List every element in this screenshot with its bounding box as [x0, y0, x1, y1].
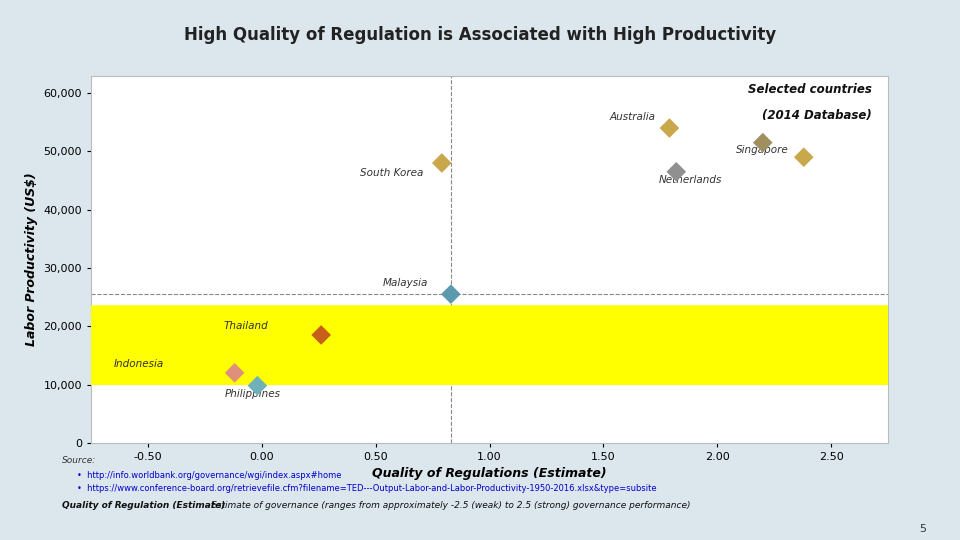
Point: [444, 290, 459, 299]
Text: Singapore: Singapore: [736, 145, 789, 156]
Text: Philippines: Philippines: [225, 388, 281, 399]
Text: Selected countries: Selected countries: [748, 83, 872, 96]
Point: [668, 167, 684, 176]
Point: [756, 138, 771, 147]
Text: •  http://info.worldbank.org/governance/wgi/index.aspx#home: • http://info.worldbank.org/governance/w…: [77, 471, 342, 481]
FancyArrow shape: [0, 306, 960, 384]
Text: Australia: Australia: [610, 112, 656, 122]
Text: (2014 Database): (2014 Database): [762, 109, 872, 122]
Text: •  https://www.conference-board.org/retrievefile.cfm?filename=TED---Output-Labor: • https://www.conference-board.org/retri…: [77, 484, 657, 494]
Text: South Korea: South Korea: [360, 167, 423, 178]
Text: High Quality of Regulation is Associated with High Productivity: High Quality of Regulation is Associated…: [184, 26, 776, 44]
Text: Source:: Source:: [62, 456, 97, 465]
Text: Quality of Regulation (Estimate): Quality of Regulation (Estimate): [62, 501, 226, 510]
Point: [661, 124, 677, 132]
Text: 5: 5: [920, 524, 926, 534]
Point: [227, 368, 242, 377]
Text: Netherlands: Netherlands: [659, 174, 722, 185]
X-axis label: Quality of Regulations (Estimate): Quality of Regulations (Estimate): [372, 468, 607, 481]
Text: Indonesia: Indonesia: [114, 359, 164, 369]
Point: [434, 159, 449, 167]
Point: [314, 330, 329, 339]
Y-axis label: Labor Productivity (US$): Labor Productivity (US$): [25, 172, 38, 346]
Point: [796, 153, 811, 161]
Point: [250, 381, 265, 390]
Text: - Estimate of governance (ranges from approximately -2.5 (weak) to 2.5 (strong) : - Estimate of governance (ranges from ap…: [202, 501, 690, 510]
Text: Thailand: Thailand: [224, 321, 269, 331]
Text: Malaysia: Malaysia: [383, 278, 428, 288]
